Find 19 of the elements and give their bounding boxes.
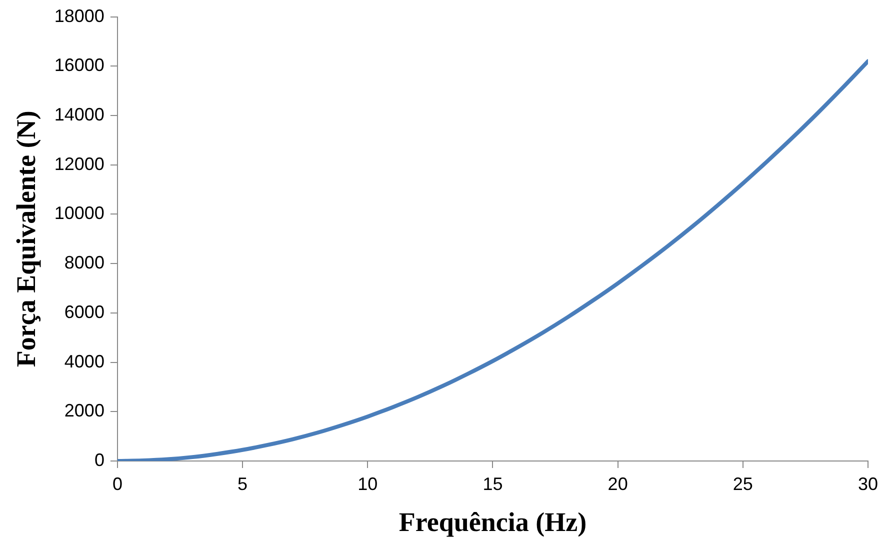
y-tick-label: 4000	[64, 351, 104, 372]
y-tick-label: 18000	[54, 6, 104, 26]
y-tick-label: 8000	[64, 252, 104, 273]
x-tick-label: 10	[358, 474, 378, 494]
x-axis-title: Frequência (Hz)	[398, 506, 587, 537]
y-tick-label: 0	[94, 450, 104, 470]
x-tick-label: 20	[608, 474, 628, 494]
y-tick-label: 12000	[54, 154, 104, 174]
y-tick-label: 2000	[64, 400, 104, 421]
x-tick-label: 15	[482, 474, 503, 494]
y-tick-label: 10000	[54, 203, 104, 224]
x-tick-label: 0	[112, 474, 122, 494]
x-tick-label: 30	[858, 474, 878, 494]
x-tick-label: 5	[238, 474, 248, 494]
y-axis-title: Força Equivalente (N)	[11, 110, 42, 368]
y-tick-label: 14000	[54, 104, 104, 124]
y-tick-label: 16000	[54, 55, 104, 76]
y-tick-label: 6000	[64, 302, 104, 322]
x-tick-label: 25	[732, 474, 753, 494]
